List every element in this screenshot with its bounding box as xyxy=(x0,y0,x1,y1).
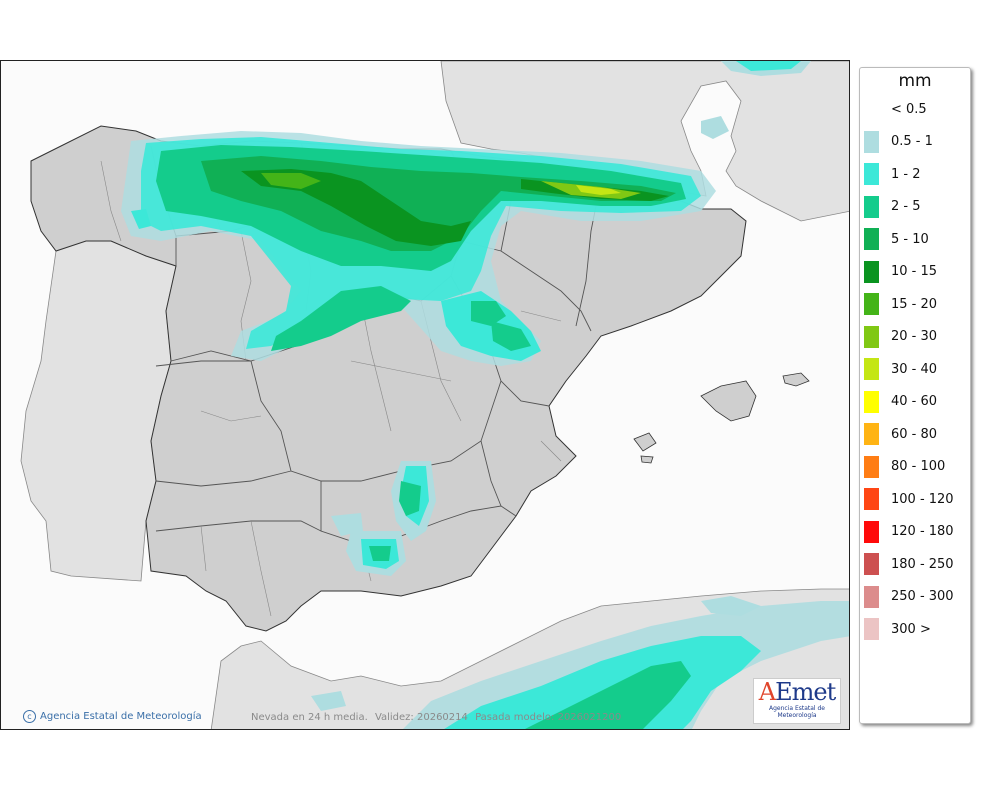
legend-label: 10 - 15 xyxy=(891,264,938,279)
legend-swatch xyxy=(864,358,879,380)
legend-item: 100 - 120 xyxy=(864,488,954,510)
legend-swatch xyxy=(864,488,879,510)
legend-item: 250 - 300 xyxy=(864,585,954,608)
legend-item: 40 - 60 xyxy=(864,390,938,413)
legend-label: 5 - 10 xyxy=(891,231,929,247)
legend-label: 0.5 - 1 xyxy=(891,134,933,149)
legend-item: 20 - 30 xyxy=(864,325,938,348)
copyright-icon: c xyxy=(23,710,36,723)
logo-subtitle: Agencia Estatal de Meteorología xyxy=(768,705,825,719)
legend-swatch xyxy=(864,553,879,575)
legend-item: < 0.5 xyxy=(864,98,927,120)
legend-swatch xyxy=(864,423,879,445)
legend-item: 1 - 2 xyxy=(864,163,921,185)
legend-item: 80 - 100 xyxy=(864,455,946,478)
legend-label: 20 - 30 xyxy=(891,329,938,344)
legend-item: 0.5 - 1 xyxy=(864,130,933,153)
legend-label: 1 - 2 xyxy=(891,166,921,182)
legend-swatch xyxy=(864,260,879,283)
legend-item: 120 - 180 xyxy=(864,520,954,543)
legend-item: 15 - 20 xyxy=(864,293,937,315)
info-product: Nevada en 24 h media. xyxy=(251,712,368,723)
ibiza-island xyxy=(633,432,657,452)
legend-label: 40 - 60 xyxy=(891,394,938,409)
precipitation-map: c Agencia Estatal de Meteorología Nevada… xyxy=(0,60,850,730)
legend-swatch xyxy=(864,585,879,608)
legend-label: 15 - 20 xyxy=(891,296,938,312)
legend-swatch xyxy=(864,520,879,543)
legend-swatch xyxy=(864,195,879,218)
legend-label: 120 - 180 xyxy=(891,524,954,539)
legend-item: 180 - 250 xyxy=(864,553,954,575)
legend-label: 250 - 300 xyxy=(891,589,954,604)
legend-label: 30 - 40 xyxy=(891,361,938,377)
formentera-island xyxy=(640,455,654,464)
legend-label: 2 - 5 xyxy=(891,199,921,214)
legend-swatch xyxy=(864,98,879,120)
legend-swatch xyxy=(864,325,879,348)
credit-text: Agencia Estatal de Meteorología xyxy=(40,711,202,722)
menorca-island xyxy=(782,372,810,387)
legend-item: 30 - 40 xyxy=(864,358,937,380)
info-run: Pasada modelo: 2026021200 xyxy=(475,712,622,723)
legend-swatch xyxy=(864,228,879,250)
mallorca-island xyxy=(700,380,757,422)
legend-item: 2 - 5 xyxy=(864,195,921,218)
legend-item: 60 - 80 xyxy=(864,423,937,445)
legend-item: 5 - 10 xyxy=(864,228,929,250)
legend-swatch xyxy=(864,163,879,185)
map-canvas xyxy=(1,61,849,729)
legend-swatch xyxy=(864,618,879,640)
aemet-logo: AEmet Agencia Estatal de Meteorología xyxy=(753,678,841,724)
legend-item: 300 > xyxy=(864,618,931,640)
legend-label: 60 - 80 xyxy=(891,426,938,442)
legend-swatch xyxy=(864,455,879,478)
legend-panel: mm < 0.5 0.5 - 1 1 - 2 2 - 5 5 - 10 10 - 15 15… xyxy=(859,67,971,724)
legend-label: 180 - 250 xyxy=(891,556,954,572)
credit-label: c Agencia Estatal de Meteorología xyxy=(23,710,202,723)
legend-title: mm xyxy=(898,71,932,91)
legend-swatch xyxy=(864,293,879,315)
legend-swatch xyxy=(864,390,879,413)
legend-label: < 0.5 xyxy=(891,101,927,117)
info-validity: Validez: 20260214 xyxy=(374,712,468,723)
precipitation-bands xyxy=(121,61,849,729)
legend-label: 100 - 120 xyxy=(891,491,954,507)
legend-swatch xyxy=(864,130,879,153)
legend-item: 10 - 15 xyxy=(864,260,938,283)
legend-label: 300 > xyxy=(891,621,931,637)
logo-wordmark: AEmet xyxy=(758,678,836,706)
footer-info: Nevada en 24 h media. Validez: 20260214 … xyxy=(251,712,625,723)
legend-label: 80 - 100 xyxy=(891,459,946,474)
